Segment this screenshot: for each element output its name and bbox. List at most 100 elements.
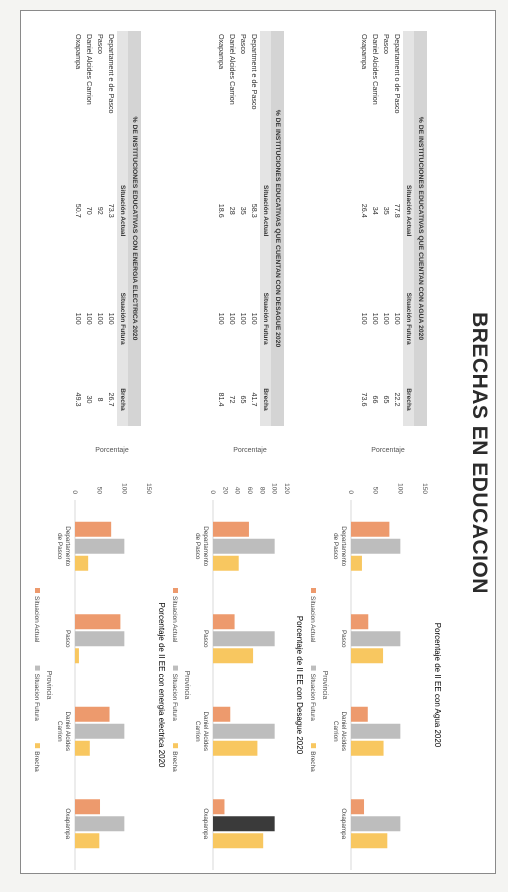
table-cell: 100 <box>217 312 226 325</box>
bar <box>213 833 264 849</box>
column-header: Situación Futura <box>260 264 271 373</box>
table-caption: % DE INSTITUCIONES EDUCATIVAS QUE CUENTA… <box>414 31 427 426</box>
table-cell: 100 <box>85 312 94 325</box>
category-label: Daniel AlcidesCarrion <box>56 711 71 751</box>
chart-title: Porcentaje de II EE con energia electric… <box>157 603 166 769</box>
bar <box>213 648 254 664</box>
bar <box>75 723 125 739</box>
chart-title: Porcentaje de II EE con Desague 2020 <box>295 616 304 755</box>
table-cell: 58.3 <box>250 203 259 218</box>
row-label: Daniel Alcides Carrion <box>228 34 237 105</box>
legend-label: Brecha <box>309 751 316 772</box>
table-row: Daniel Alcides Carrion 28 100 72 <box>227 31 238 426</box>
y-axis-label: Porcentaje <box>95 447 129 454</box>
table-cell: 70 <box>85 206 94 215</box>
table-cell: 72 <box>228 395 237 404</box>
table-energia: % DE INSTITUCIONES EDUCATIVAS CON ENERGI… <box>73 31 141 426</box>
legend-swatch <box>35 588 40 593</box>
table-cell: 81.4 <box>217 392 226 407</box>
bar <box>75 706 110 722</box>
bar <box>351 799 365 815</box>
bar <box>351 521 390 537</box>
table-cell: 49.3 <box>74 392 83 407</box>
rotated-sheet: BRECHAS EN EDUCACION % DE INSTITUCIONES … <box>33 23 508 883</box>
table-row: Departament o de Pasco 77.8 100 22.2 <box>392 31 403 426</box>
column-header <box>117 31 128 157</box>
table-cell: 50.7 <box>74 203 83 218</box>
table-cell: 77.8 <box>393 203 402 218</box>
table-cell: 65 <box>239 395 248 404</box>
table-cell: 92 <box>96 206 105 215</box>
category-label: Departamentode Pasco <box>332 526 347 566</box>
legend-swatch <box>35 665 40 671</box>
legend-label: Brecha <box>171 751 178 772</box>
column-header: Brecha <box>403 372 414 426</box>
column-header <box>403 31 414 157</box>
category-label: Daniel AlcidesCarrion <box>194 711 209 751</box>
row-label: Oxapampa <box>74 34 83 70</box>
y-tick-label: 120 <box>283 483 290 494</box>
table-row: Pasco 92 100 8 <box>95 31 106 426</box>
table-row: Departament e de Pasco 73.3 100 26.7 <box>106 31 117 426</box>
row-label: Departament e de Pasco <box>107 34 116 114</box>
bar <box>75 740 90 756</box>
category-label: Pasco <box>202 630 209 648</box>
bar <box>74 555 89 571</box>
y-tick-label: 40 <box>234 487 241 495</box>
table-row: Daniel Alcides Carrion 34 100 66 <box>370 31 381 426</box>
table-caption: % DE INSTITUCIONES EDUCATIVAS CON ENERGI… <box>128 31 141 426</box>
bar <box>74 648 79 664</box>
bar <box>351 833 388 849</box>
table-cell: 35 <box>382 206 391 215</box>
y-tick-label: 50 <box>372 487 379 495</box>
bar <box>350 706 368 722</box>
table-cell: 73.3 <box>107 203 116 218</box>
table-cell: 100 <box>107 312 116 325</box>
category-label: Departamentode Pasco <box>194 526 209 566</box>
table-cell: 65 <box>382 395 391 404</box>
legend-swatch <box>311 588 316 593</box>
x-axis-label: Provincia <box>321 671 328 700</box>
column-header: Brecha <box>117 372 128 426</box>
y-tick-label: 0 <box>209 490 216 494</box>
table-cell: 18.6 <box>217 203 226 218</box>
table-cell: 26.4 <box>360 203 369 218</box>
table-cell: 66 <box>371 395 380 404</box>
legend-label: Situacion Futura <box>33 674 40 722</box>
bar <box>75 816 125 832</box>
bar <box>213 723 275 739</box>
bar <box>75 833 100 849</box>
table-row: Oxapampa 50.7 100 49.3 <box>73 31 84 426</box>
chart-agua-svg: Porcentaje de II EE con Agua 2020 Porcent… <box>309 447 442 870</box>
y-tick-label: 0 <box>71 490 78 494</box>
x-axis-label: Provincia <box>183 671 190 700</box>
category-label: Oxapampa <box>340 808 347 839</box>
legend-label: Situacion Actual <box>33 596 40 643</box>
row-label: Pasco <box>96 34 105 54</box>
chart-energia: Porcentaje de II EE con energia electric… <box>29 438 171 878</box>
bar <box>75 631 125 647</box>
bar <box>75 799 101 815</box>
bar <box>212 555 239 571</box>
table-row: Oxapampa 18.6 100 81.4 <box>216 31 227 426</box>
y-tick-label: 100 <box>396 483 403 494</box>
row-label: Daniel Alcides Carrion <box>85 34 94 105</box>
chart-desague-svg: Porcentaje de II EE con Desague 2020 Porc… <box>171 447 304 870</box>
legend-swatch <box>311 665 316 671</box>
bar <box>75 521 112 537</box>
bar <box>351 614 369 630</box>
x-axis-label: Provincia <box>45 671 52 700</box>
bar <box>213 799 225 815</box>
table-cell: 100 <box>360 312 369 325</box>
column-header: Situación Futura <box>403 264 414 373</box>
legend-label: Situacion Actual <box>171 596 178 643</box>
page-frame: BRECHAS EN EDUCACION % DE INSTITUCIONES … <box>20 10 496 874</box>
legend-label: Situacion Actual <box>309 596 316 643</box>
table-cell: 100 <box>228 312 237 325</box>
table-cell: 100 <box>382 312 391 325</box>
table-cell: 8 <box>96 397 105 402</box>
table-agua: % DE INSTITUCIONES EDUCATIVAS QUE CUENTA… <box>359 31 427 426</box>
table-desague: % DE INSTITUCIONES EDUCATIVAS QUE CUENTA… <box>216 31 284 426</box>
table-row: Pasco 35 100 65 <box>238 31 249 426</box>
legend-swatch <box>173 588 178 593</box>
